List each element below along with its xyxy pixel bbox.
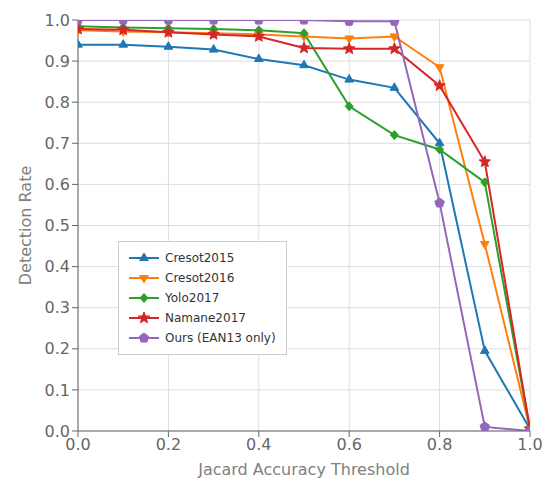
svg-text:0.7: 0.7 [45,134,70,153]
svg-text:0.6: 0.6 [336,435,361,454]
svg-text:0.4: 0.4 [45,257,70,276]
svg-text:0.0: 0.0 [45,422,70,441]
svg-text:0.1: 0.1 [45,381,70,400]
html-text:Cresot2016: Cresot2016 [165,271,235,285]
html-text:Cresot2015: Cresot2015 [165,251,235,265]
svg-text:0.3: 0.3 [45,298,70,317]
svg-text:1.0: 1.0 [517,435,542,454]
html-text:Namane2017: Namane2017 [165,311,246,325]
svg-text:0.2: 0.2 [45,339,70,358]
svg-text:0.9: 0.9 [45,52,70,71]
svg-text:0.4: 0.4 [246,435,271,454]
svg-text:1.0: 1.0 [45,11,70,30]
svg-text:0.8: 0.8 [45,93,70,112]
svg-text:0.5: 0.5 [45,216,70,235]
svg-text:0.6: 0.6 [45,175,70,194]
svg-text:0.8: 0.8 [427,435,452,454]
svg-text:0.0: 0.0 [65,435,91,455]
html-text:Ours (EAN13 only): Ours (EAN13 only) [165,331,276,345]
html-text:Yolo2017: Yolo2017 [165,291,220,305]
svg-text:Jacard Accuracy Threshold: Jacard Accuracy Threshold [197,460,410,479]
svg-text:Detection Rate: Detection Rate [16,166,35,286]
svg-text:0.2: 0.2 [156,435,181,454]
